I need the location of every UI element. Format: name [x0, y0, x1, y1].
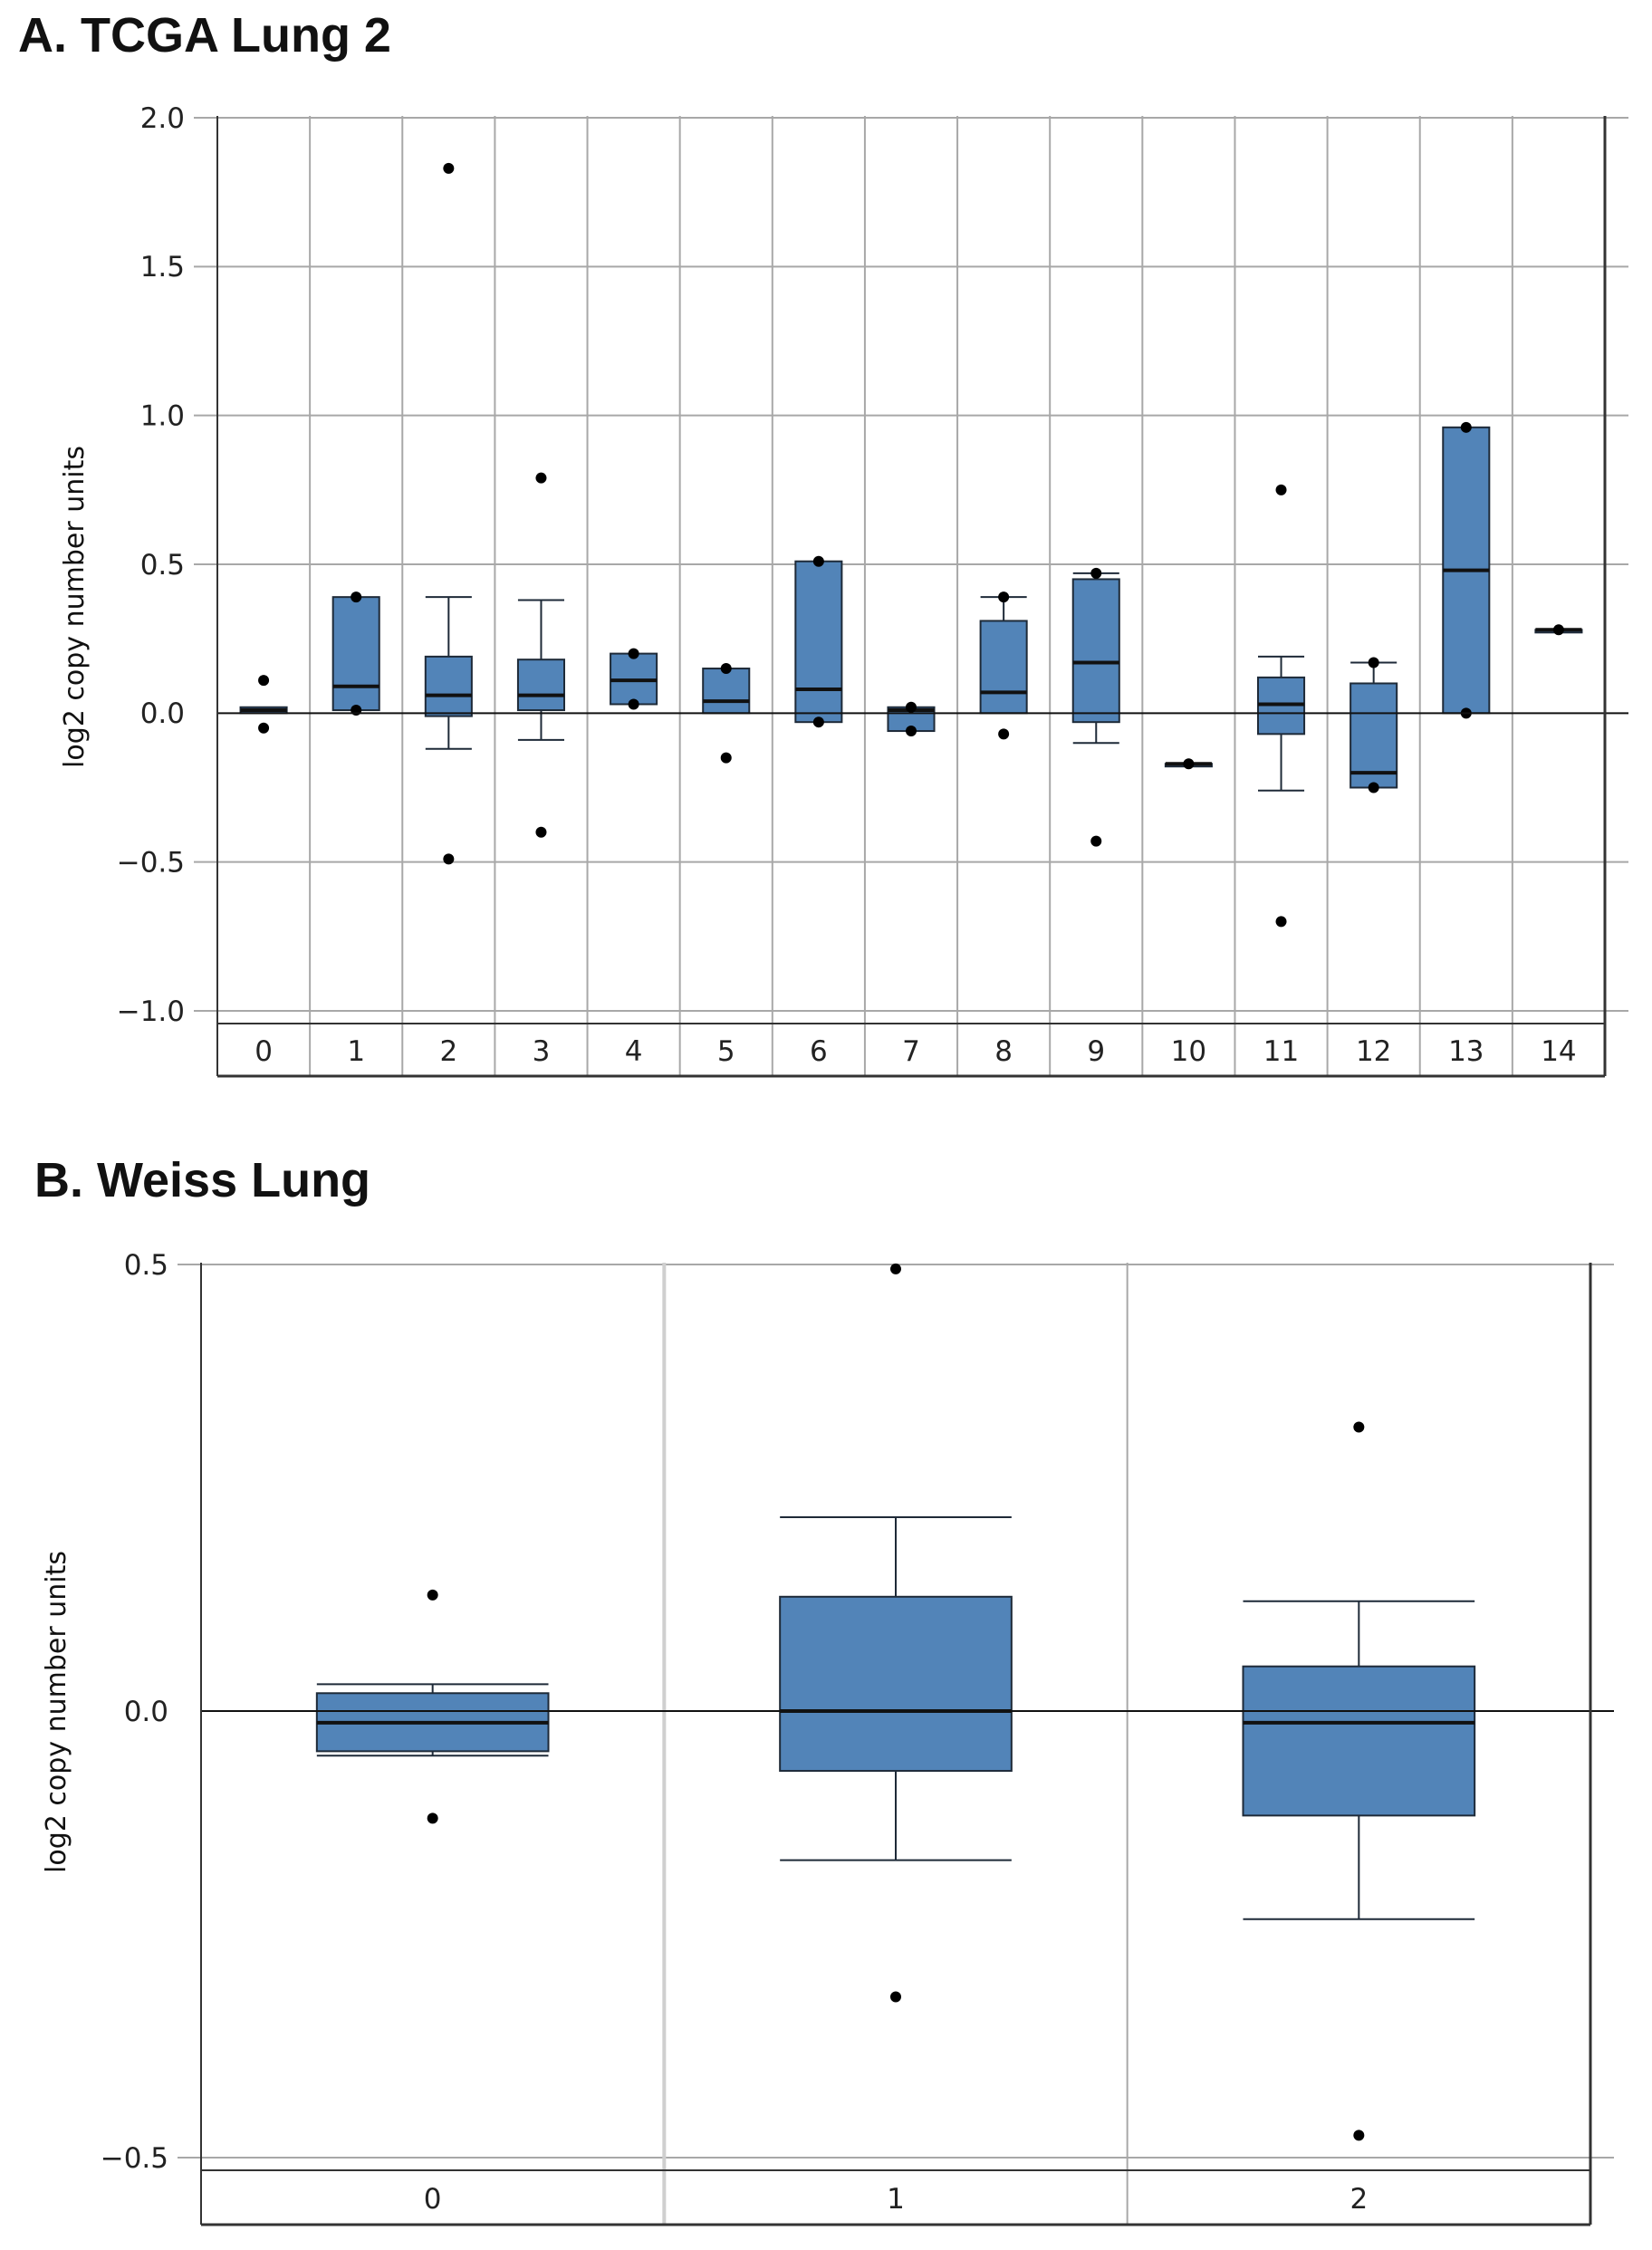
x-category-label: 2 [1349, 2183, 1368, 2216]
y-tick-label: 0.5 [140, 549, 185, 582]
y-tick-label: 0.5 [124, 1249, 168, 1282]
x-category-label: 5 [717, 1035, 735, 1068]
outlier-point [1368, 657, 1379, 668]
x-category-label: 0 [255, 1035, 273, 1068]
outlier-point [1275, 484, 1287, 495]
outlier-point [720, 752, 732, 764]
outlier-point [998, 728, 1010, 740]
outlier-point [535, 826, 547, 838]
x-category-label: 1 [887, 2183, 905, 2216]
y-tick-label: 2.0 [140, 102, 185, 135]
box-body [702, 668, 751, 715]
outlier-point [443, 162, 455, 174]
outlier-point [1460, 421, 1472, 433]
outlier-point [535, 472, 547, 484]
x-category-label: 7 [902, 1035, 920, 1068]
outlier-point [1353, 2130, 1365, 2141]
y-tick-label: 1.0 [140, 400, 185, 433]
outlier-point [258, 722, 270, 734]
y-tick-label: −0.5 [101, 2142, 168, 2175]
outlier-point [1368, 782, 1379, 793]
outlier-point [427, 1589, 438, 1601]
box-body [331, 596, 380, 712]
outlier-point [443, 853, 455, 865]
panel-a-title: A. TCGA Lung 2 [18, 8, 391, 62]
outlier-point [906, 726, 917, 737]
box-body [794, 560, 843, 724]
x-category-label: 11 [1263, 1035, 1299, 1068]
x-category-label: 4 [625, 1035, 643, 1068]
outlier-point [906, 701, 917, 713]
box-body [779, 1595, 1013, 1773]
y-tick-label: 1.5 [140, 251, 185, 284]
box-body [1349, 682, 1398, 789]
outlier-point [998, 591, 1010, 603]
y-tick-label: −0.5 [117, 847, 185, 880]
outlier-point [628, 648, 639, 659]
outlier-point [1183, 758, 1195, 770]
x-category-label: 1 [347, 1035, 365, 1068]
panel-a-chart: 2.01.51.00.50.0−0.5−1.00 1 2 3 4 5 6 7 8 9 10 11 12 1… [59, 102, 1628, 1078]
outlier-point [258, 675, 270, 687]
x-category-label: 8 [994, 1035, 1013, 1068]
outlier-point [890, 1991, 901, 2003]
y-tick-label: −1.0 [117, 995, 185, 1028]
outlier-point [1090, 567, 1102, 579]
x-category-label: 0 [424, 2183, 442, 2216]
x-category-label: 3 [533, 1035, 551, 1068]
x-category-label: 12 [1356, 1035, 1391, 1068]
outlier-point [1090, 835, 1102, 847]
outlier-point [890, 1263, 901, 1274]
box-body [979, 620, 1028, 715]
outlier-point [720, 663, 732, 675]
y-tick-label: 0.0 [140, 697, 185, 730]
outlier-point [1552, 624, 1564, 636]
outlier-point [812, 716, 824, 728]
outlier-point [1353, 1421, 1365, 1433]
outlier-point [1275, 916, 1287, 928]
y-axis-title: log2 copy number units [59, 446, 91, 768]
box-body [516, 659, 566, 712]
y-tick-label: 0.0 [124, 1696, 168, 1728]
outlier-point [812, 555, 824, 567]
panel-b-chart: 0.5 0.0 −0.5 0 1 2 log2 copy number units [41, 1249, 1614, 2226]
outlier-point [351, 591, 362, 603]
outlier-point [427, 1812, 438, 1824]
x-category-label: 2 [439, 1035, 457, 1068]
box-body [1242, 1665, 1476, 1817]
x-category-label: 13 [1448, 1035, 1484, 1068]
x-category-label: 14 [1541, 1035, 1576, 1068]
x-category-label: 6 [810, 1035, 828, 1068]
y-axis-title: log2 copy number units [41, 1551, 72, 1873]
panel-b-title: B. Weiss Lung [34, 1153, 371, 1207]
x-category-label: 9 [1087, 1035, 1105, 1068]
box-body [1071, 578, 1120, 724]
outlier-point [628, 698, 639, 710]
x-category-label: 10 [1171, 1035, 1206, 1068]
box-body [424, 655, 473, 717]
